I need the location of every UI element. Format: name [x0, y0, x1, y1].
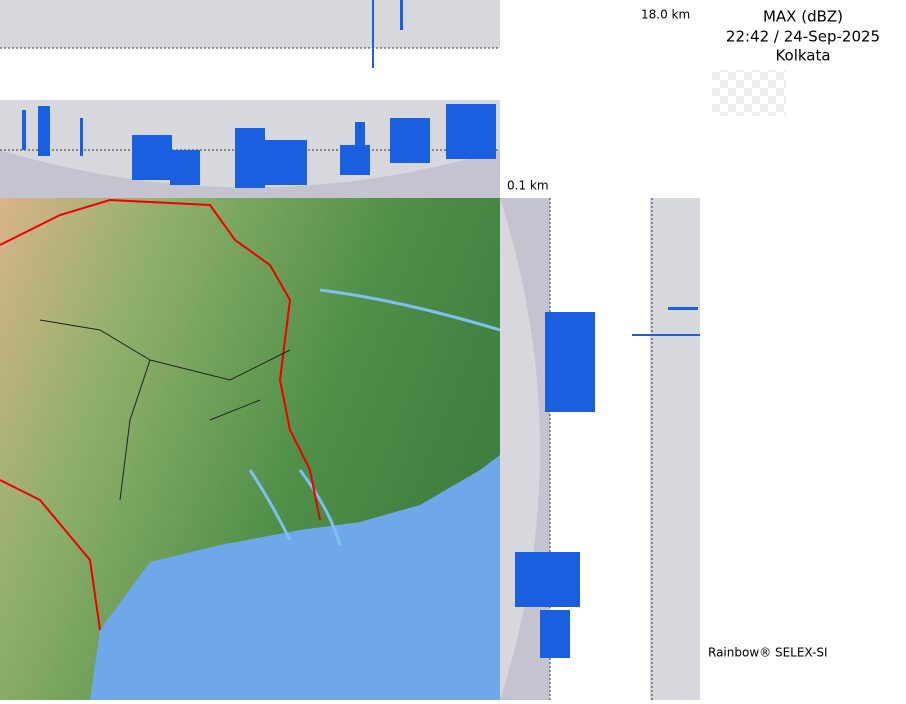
profile-echoes	[515, 307, 700, 658]
profile-height: 18.0 km	[641, 8, 690, 22]
profile-band	[0, 48, 500, 100]
sea	[90, 455, 500, 700]
river	[248, 288, 500, 546]
info-panel	[700, 0, 906, 700]
profile-shadow	[0, 150, 500, 198]
state-border	[0, 198, 321, 631]
colorbar-top	[712, 70, 786, 116]
station: Kolkata	[775, 47, 830, 65]
district-border	[39, 319, 291, 501]
title: MAX (dBZ)	[763, 8, 843, 26]
profile-height: 0.1 km	[507, 179, 549, 193]
footer: Rainbow® SELEX-SI	[708, 646, 828, 660]
map	[0, 198, 500, 700]
datetime: 22:42 / 24-Sep-2025	[726, 28, 880, 46]
profile-echoes	[22, 0, 496, 188]
